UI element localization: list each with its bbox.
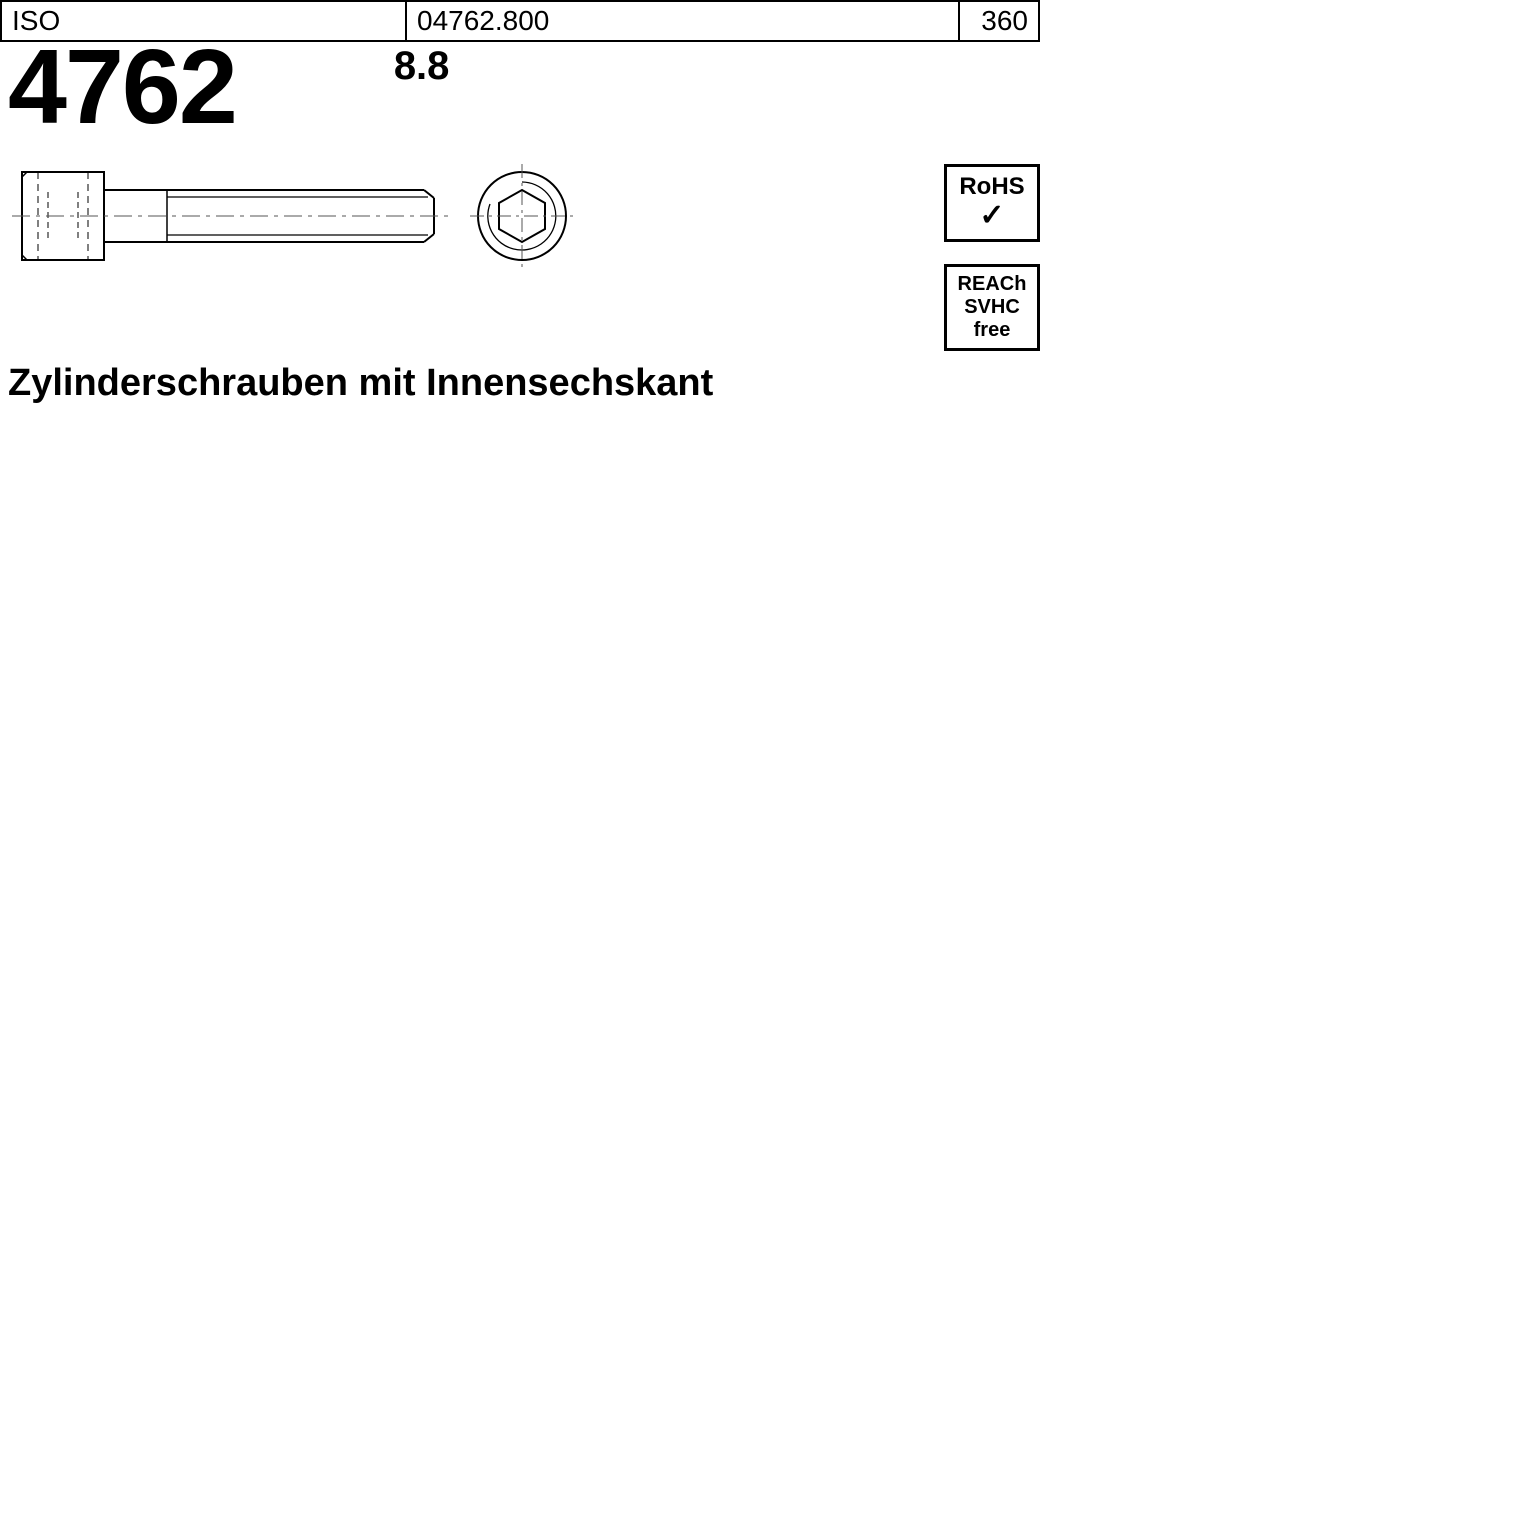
header-number-cell: 360 <box>958 0 1040 42</box>
product-description: Zylinderschrauben mit Innensechskant <box>8 362 713 405</box>
product-number: 4762 <box>0 34 236 140</box>
reach-line2: SVHC <box>964 296 1020 318</box>
reach-line3: free <box>974 319 1011 341</box>
reach-line1: REACh <box>958 273 1027 295</box>
header-code-cell: 04762.800 <box>405 0 958 42</box>
number-value: 360 <box>981 5 1028 37</box>
rohs-badge: RoHS ✓ <box>944 164 1040 242</box>
code-value: 04762.800 <box>417 5 549 37</box>
grade-value: 8.8 <box>394 44 450 89</box>
rohs-label: RoHS <box>959 173 1024 200</box>
product-datasheet: ISO 04762.800 360 4762 8.8 <box>0 0 1040 468</box>
technical-diagram <box>0 160 1040 310</box>
compliance-badges: RoHS ✓ REACh SVHC free <box>944 164 1040 373</box>
title-row: 4762 8.8 <box>0 42 1040 160</box>
check-icon: ✓ <box>951 199 1033 234</box>
reach-badge: REACh SVHC free <box>944 264 1040 351</box>
screw-diagram-svg <box>12 160 592 280</box>
